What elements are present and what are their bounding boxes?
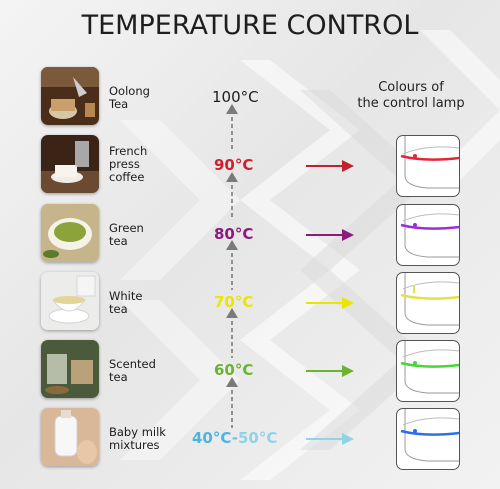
green-tea-photo-icon — [41, 204, 99, 262]
baby-milk-photo-icon — [41, 408, 99, 466]
temp-label-40-50: 40°C-50°C — [192, 429, 278, 447]
temp-label-100: 100°C — [212, 88, 259, 106]
arrow-right-icon — [306, 160, 354, 172]
drink-label: Baby milk mixtures — [109, 425, 166, 452]
drink-label: Scented tea — [109, 357, 156, 384]
oolong-tea-photo-icon — [41, 67, 99, 125]
temp-label-60: 60°C — [214, 361, 254, 379]
drink-label: White tea — [109, 289, 143, 316]
temp-label-80: 80°C — [214, 225, 254, 243]
drink-label: French press coffee — [109, 144, 148, 184]
arrow-right-icon — [306, 297, 354, 309]
white-tea-photo-icon — [41, 272, 99, 330]
temp-label-90: 90°C — [214, 156, 254, 174]
arrow-up-icon — [226, 104, 238, 387]
list-item-green-tea: Green tea 80°C — [0, 204, 500, 270]
arrow-right-icon — [306, 229, 354, 241]
scented-tea-photo-icon — [41, 340, 99, 398]
list-item-baby-milk: Baby milk mixtures 40°C-50°C — [0, 408, 500, 474]
list-item-white-tea: White tea 70°C — [0, 272, 500, 338]
drink-label: Green tea — [109, 221, 144, 248]
kettle-lamp-icon — [396, 135, 460, 197]
list-item-oolong: Oolong Tea 100°C — [0, 67, 500, 133]
french-press-coffee-photo-icon — [41, 135, 99, 193]
lamp-heading-line2: the control lamp — [357, 96, 465, 111]
list-item-french-press: French press coffee 90°C — [0, 135, 500, 201]
kettle-lamp-icon — [396, 340, 460, 402]
list-item-scented-tea: Scented tea 60°C — [0, 340, 500, 406]
temp-label-70: 70°C — [214, 293, 254, 311]
page-title: TEMPERATURE CONTROL — [81, 10, 419, 41]
drink-label: Oolong Tea — [109, 84, 150, 111]
lamp-heading-line1: Colours of — [378, 80, 444, 95]
arrow-right-icon — [306, 433, 354, 445]
arrow-right-icon — [306, 365, 354, 377]
kettle-lamp-icon — [396, 272, 460, 334]
kettle-lamp-icon — [396, 408, 460, 470]
lamp-heading: Colours of the control lamp — [346, 80, 476, 112]
kettle-lamp-icon — [396, 204, 460, 266]
